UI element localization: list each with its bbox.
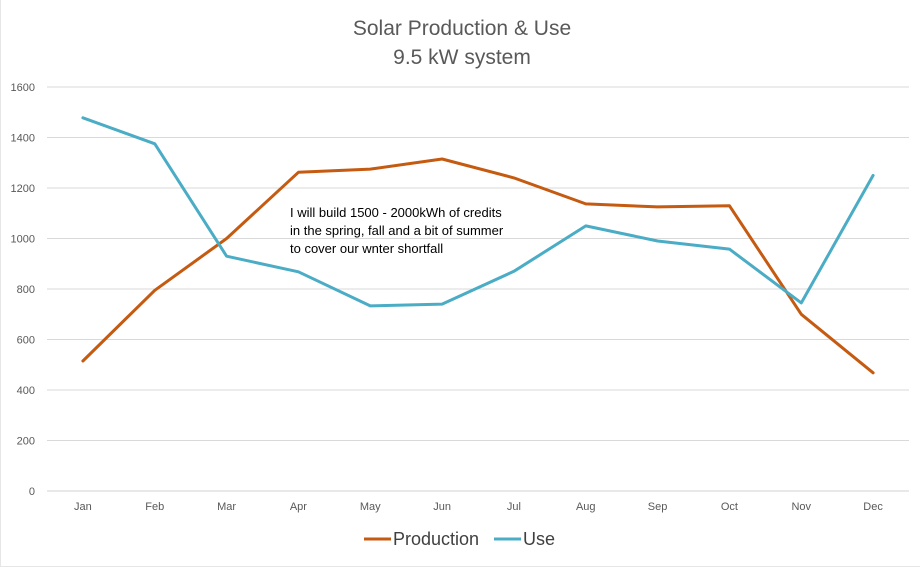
annotation-line: to cover our wnter shortfall [290,241,443,256]
y-tick-label: 1600 [11,82,35,94]
x-tick-label: Jan [74,501,92,513]
legend-label: Production [393,529,479,549]
series-line-use [81,116,875,308]
series-lines [81,116,875,375]
y-axis-ticks: 0 200 400 600 800 1000 1200 1400 1600 [11,82,35,498]
y-tick-label: 600 [17,335,35,347]
x-tick-label: Apr [290,501,307,513]
y-tick-label: 1400 [11,133,35,145]
x-tick-label: Feb [145,501,164,513]
annotation-text: I will build 1500 - 2000kWh of credits i… [290,205,504,256]
y-tick-label: 400 [17,385,35,397]
x-tick-label: Dec [863,501,883,513]
x-tick-label: Jul [507,501,521,513]
chart-subtitle: 9.5 kW system [393,46,531,69]
x-tick-label: Aug [576,501,596,513]
legend: Production Use [364,529,555,549]
y-tick-label: 0 [29,486,35,498]
x-tick-label: May [360,501,381,513]
x-tick-label: Mar [217,501,236,513]
y-tick-label: 800 [17,284,35,296]
x-tick-label: Sep [648,501,668,513]
chart-title: Solar Production & Use [353,17,571,40]
x-axis-ticks: Jan Feb Mar Apr May Jun Jul Aug Sep Oct Nov Dec [74,501,883,513]
y-tick-label: 1200 [11,183,35,195]
x-tick-label: Jun [433,501,451,513]
legend-label: Use [523,529,555,549]
y-tick-label: 1000 [11,234,35,246]
y-tick-label: 200 [17,436,35,448]
x-tick-label: Oct [721,501,738,513]
series-line-production [81,157,875,375]
annotation-line: I will build 1500 - 2000kWh of credits [290,205,502,220]
x-tick-label: Nov [791,501,811,513]
annotation-line: in the spring, fall and a bit of summer [290,223,504,238]
